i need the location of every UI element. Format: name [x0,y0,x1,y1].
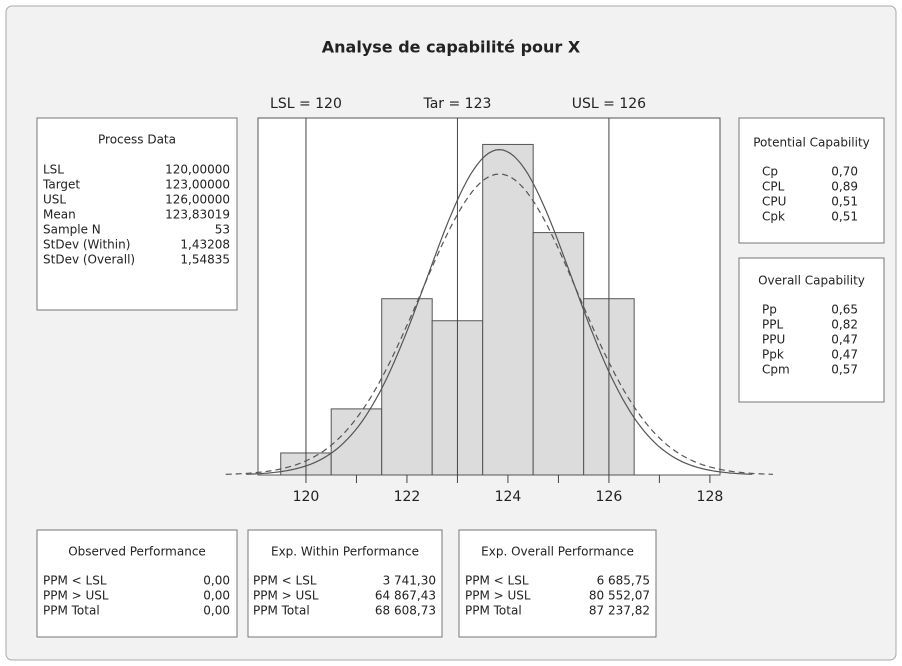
row-label: PPM > USL [253,589,319,603]
info-box [36,117,238,311]
row-label: PPL [762,318,783,332]
row-label: PPM Total [43,604,100,618]
box-title: Process Data [98,133,176,147]
row-label: PPM > USL [465,589,531,603]
x-tick-label: 124 [495,489,522,505]
box-title: Exp. Within Performance [271,545,419,559]
row-value: 123,83019 [165,208,230,222]
row-value: 1,43208 [180,238,230,252]
row-value: 0,57 [831,363,858,377]
histogram-bar [482,143,534,476]
info-box [247,529,443,638]
row-label: CPU [762,195,786,209]
box-title: Overall Capability [758,274,865,288]
row-label: PPU [762,333,785,347]
row-value: 0,47 [831,333,858,347]
x-tick-label: 126 [596,489,623,505]
row-value: 0,51 [831,195,858,209]
info-box [36,529,238,638]
row-label: LSL [43,163,64,177]
row-value: 0,70 [831,165,858,179]
box-title: Potential Capability [753,136,870,150]
row-value: 68 608,73 [375,604,436,618]
row-value: 123,00000 [165,178,230,192]
row-label: StDev (Overall) [43,253,135,267]
row-label: Sample N [43,223,101,237]
row-label: Cpk [762,210,785,224]
box-title: Observed Performance [68,545,206,559]
reference-label: LSL = 120 [270,96,342,112]
row-label: PPM < LSL [43,574,107,588]
row-label: PPM < LSL [253,574,317,588]
box-title: Exp. Overall Performance [481,545,634,559]
row-label: Pp [762,303,777,317]
row-label: Cp [762,165,778,179]
row-value: 0,65 [831,303,858,317]
row-label: PPM > USL [43,589,109,603]
chart-title: Analyse de capabilité pour X [322,38,581,57]
histogram-bar [532,232,585,476]
info-box [738,257,885,403]
row-label: USL [43,193,66,207]
row-value: 1,54835 [180,253,230,267]
row-value: 0,89 [831,180,858,194]
normal-curve [246,148,753,475]
x-tick-label: 128 [697,489,724,505]
row-value: 6 685,75 [597,574,650,588]
reference-label: Tar = 123 [422,96,491,112]
row-value: 126,00000 [165,193,230,207]
row-value: 64 867,43 [375,589,436,603]
x-tick-label: 122 [394,489,421,505]
info-box [458,529,657,638]
row-value: 0,47 [831,348,858,362]
row-label: Mean [43,208,76,222]
row-value: 0,00 [203,604,230,618]
row-label: Target [42,178,80,192]
row-value: 0,51 [831,210,858,224]
row-value: 53 [215,223,230,237]
row-value: 3 741,30 [383,574,436,588]
reference-label: USL = 126 [572,96,646,112]
normal-curve [225,173,774,475]
row-value: 80 552,07 [589,589,650,603]
x-tick-label: 120 [293,489,320,505]
row-value: 87 237,82 [589,604,650,618]
row-label: PPM Total [465,604,522,618]
row-value: 0,82 [831,318,858,332]
row-label: PPM < LSL [465,574,529,588]
info-box [738,117,885,244]
row-value: 120,00000 [165,163,230,177]
row-label: Cpm [762,363,790,377]
row-label: StDev (Within) [43,238,130,252]
histogram-bar [330,408,383,476]
row-label: PPM Total [253,604,310,618]
row-value: 0,00 [203,589,230,603]
row-value: 0,00 [203,574,230,588]
row-label: CPL [762,180,785,194]
row-label: Ppk [762,348,784,362]
